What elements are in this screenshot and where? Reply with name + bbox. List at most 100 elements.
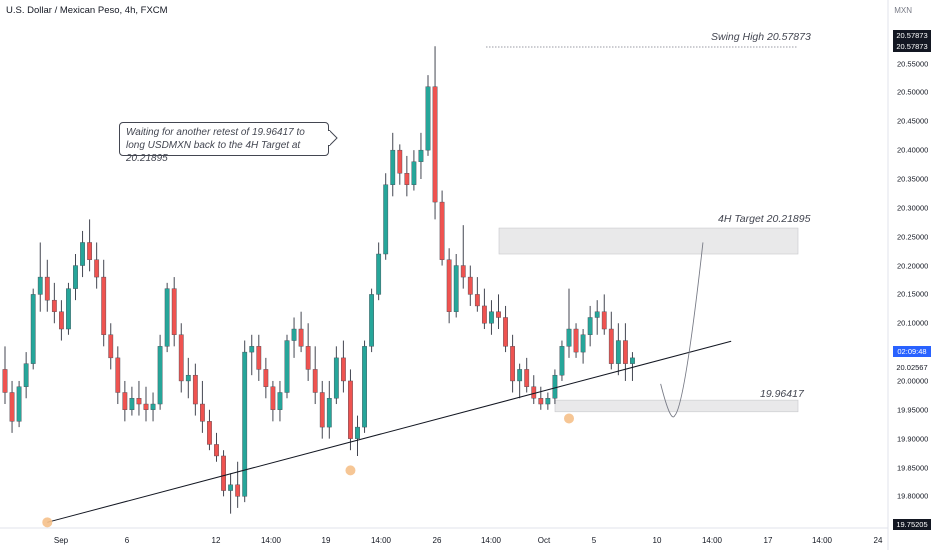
candle: [496, 294, 501, 330]
candle: [101, 259, 107, 347]
callout-line-1: Waiting for another retest of 19.96417 t…: [126, 127, 305, 138]
y-tick-label: 19.95000: [897, 405, 929, 415]
candle: [157, 334, 163, 410]
candle: [503, 305, 508, 353]
y-tick-label: 19.80000: [897, 491, 929, 501]
target-label: 4H Target 20.21895: [718, 213, 811, 225]
x-tick-label: 5: [591, 536, 597, 545]
candle: [355, 415, 360, 456]
candle: [37, 242, 43, 312]
support-zone: [554, 399, 799, 413]
touch-marker: [564, 413, 574, 424]
candle: [284, 334, 290, 399]
candle: [326, 380, 332, 439]
candle: [545, 392, 551, 410]
candle: [207, 409, 212, 451]
candle: [312, 346, 318, 405]
candle: [531, 375, 537, 405]
candle: [460, 225, 466, 289]
candle: [418, 132, 424, 179]
candle: [453, 254, 459, 318]
candle: [369, 288, 374, 353]
touch-marker: [345, 465, 356, 476]
x-tick-label: 14:00: [811, 536, 833, 545]
candle: [517, 363, 523, 399]
candle: [256, 334, 262, 381]
x-tick-label: Sep: [53, 536, 69, 545]
y-tick-label: 20.50000: [897, 87, 929, 97]
candle: [397, 144, 403, 185]
callout-note[interactable]: Waiting for another retest of 19.96417 t…: [119, 122, 329, 164]
chart-title: U.S. Dollar / Mexican Peso, 4h, FXCM: [6, 5, 168, 16]
y-tick-label: 20.20000: [897, 261, 929, 271]
last-price-tag: 20.02567: [896, 363, 928, 372]
support-label: 19.96417: [760, 388, 804, 400]
candle: [228, 473, 233, 514]
y-tick-label: 20.55000: [897, 59, 929, 69]
y-tick-label: 20.30000: [897, 203, 929, 213]
candle: [390, 132, 396, 197]
candle: [235, 461, 241, 508]
candle: [2, 346, 8, 405]
candle: [80, 230, 85, 278]
candle: [136, 380, 142, 416]
y-tick-label: 20.40000: [897, 145, 929, 155]
zones-layer: [498, 227, 799, 413]
candle: [16, 380, 22, 428]
candle: [425, 75, 431, 156]
candle: [150, 392, 156, 422]
y-tick-label: 20.10000: [897, 318, 929, 328]
countdown-tag: 02:09:48: [893, 346, 931, 357]
candle: [580, 329, 586, 364]
candle: [115, 346, 121, 405]
candle: [66, 282, 71, 335]
y-tick-label: 19.90000: [897, 434, 929, 444]
candle: [270, 380, 276, 422]
candle: [9, 380, 15, 433]
candle: [164, 282, 170, 353]
candle: [298, 311, 304, 353]
candle: [192, 363, 198, 416]
x-tick-label: 19: [321, 536, 331, 545]
candle: [439, 190, 445, 266]
candle: [383, 173, 389, 260]
candle: [51, 282, 57, 324]
candle: [482, 288, 487, 330]
candle: [30, 288, 36, 370]
x-tick-label: 26: [432, 536, 442, 545]
candle: [362, 340, 367, 433]
candle: [594, 300, 600, 335]
candle: [305, 323, 311, 381]
x-tick-label: 12: [211, 536, 221, 545]
swing-high-price-tag-2: 20.57873: [893, 41, 931, 52]
candle: [510, 334, 515, 393]
trendline: [47, 340, 732, 523]
candle: [199, 380, 205, 433]
candle: [404, 155, 410, 197]
candle: [59, 300, 64, 341]
candle: [411, 150, 417, 191]
y-tick-label: 19.85000: [897, 463, 929, 472]
candle: [348, 369, 353, 451]
candle: [446, 248, 452, 324]
y-tick-label: 20.00000: [897, 376, 929, 386]
candle: [524, 357, 530, 393]
x-tick-label: 24: [873, 536, 883, 545]
x-tick-label: 14:00: [480, 536, 502, 545]
candle: [623, 323, 628, 381]
candle: [108, 323, 114, 370]
candle: [630, 352, 635, 381]
candle: [333, 346, 339, 405]
candle: [474, 277, 480, 312]
candle: [249, 334, 255, 376]
candle: [87, 219, 93, 272]
candle: [122, 380, 128, 422]
candle: [319, 380, 325, 439]
candle: [341, 340, 346, 393]
candle: [178, 323, 184, 393]
y-tick-label: 20.15000: [897, 289, 929, 299]
touch-marker: [42, 517, 53, 528]
candle: [376, 242, 382, 301]
